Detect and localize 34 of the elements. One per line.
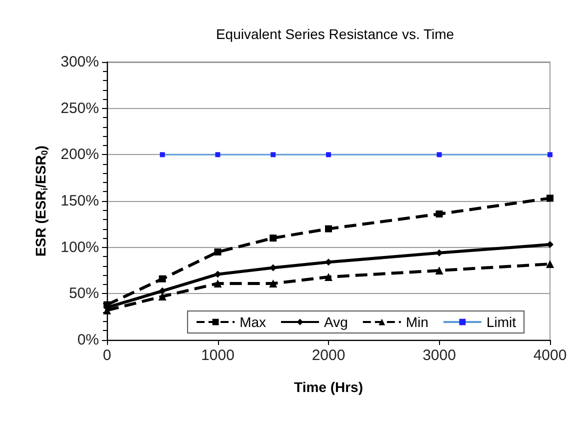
point [325, 225, 332, 232]
point [546, 260, 554, 268]
point [546, 241, 554, 248]
x-tick-label: 3000 [422, 347, 456, 364]
point [546, 194, 554, 202]
point [324, 272, 332, 281]
point [214, 270, 222, 278]
point [269, 279, 278, 288]
x-tick-label: 2000 [312, 347, 346, 364]
y-tick-label: 150% [60, 192, 99, 210]
chart-title: Equivalent Series Resistance vs. Time [216, 26, 454, 42]
y-tick-label: 300% [60, 54, 99, 70]
y-tick-label: 100% [60, 238, 99, 256]
legend-label: Avg [324, 314, 348, 330]
x-tick-label: 4000 [533, 347, 567, 364]
point [158, 275, 166, 282]
y-tick-label: 0% [77, 332, 99, 348]
y-tick-label: 250% [60, 100, 99, 117]
x-tick-label: 1000 [201, 347, 234, 364]
y-tick-label: 50% [68, 285, 99, 302]
y-axis-title: ESR (ESRi/ESR0) [32, 146, 50, 256]
legend-label: Min [406, 314, 428, 330]
point [214, 248, 222, 256]
point [436, 210, 443, 218]
y-tick-label: 200% [60, 146, 99, 164]
legend-label: Limit [486, 314, 516, 330]
point [270, 234, 277, 242]
point [214, 279, 222, 288]
x-tick-label: 0 [102, 347, 112, 364]
point [158, 287, 166, 294]
point [435, 266, 444, 274]
point [325, 258, 332, 266]
legend-label: Max [240, 314, 266, 330]
x-axis-title: Time (Hrs) [294, 379, 363, 395]
